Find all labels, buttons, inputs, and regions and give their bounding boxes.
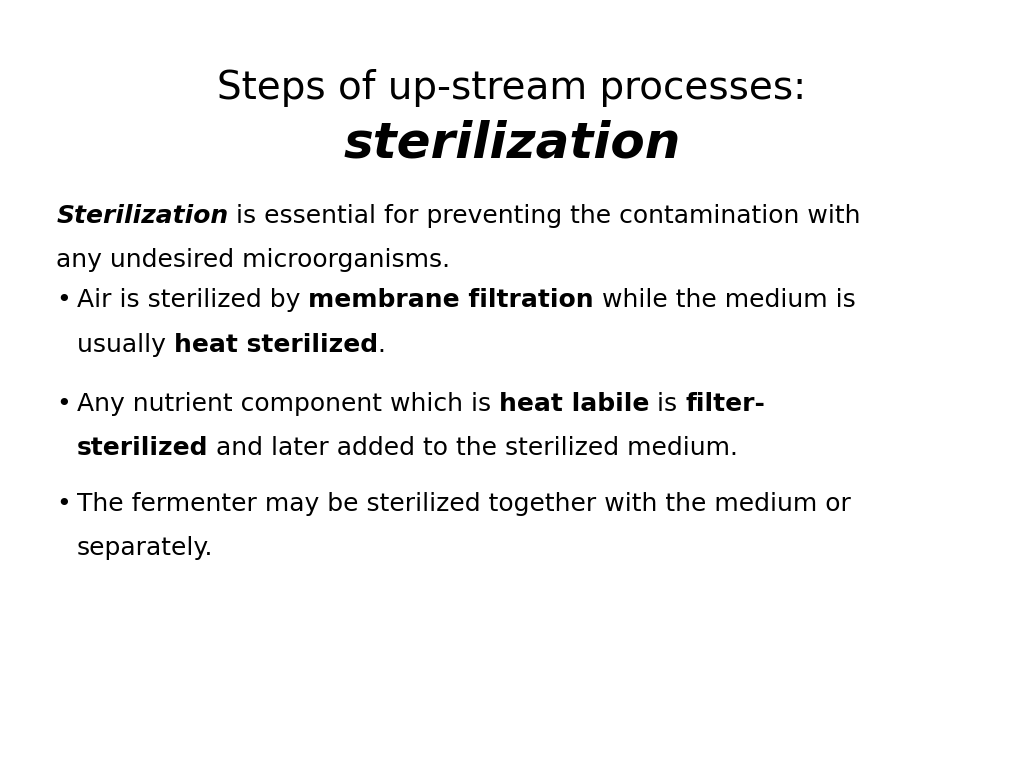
Text: Sterilization: Sterilization xyxy=(56,204,228,227)
Text: filter-: filter- xyxy=(685,392,765,415)
Text: membrane filtration: membrane filtration xyxy=(308,288,594,312)
Text: usually: usually xyxy=(77,333,174,356)
Text: separately.: separately. xyxy=(77,536,213,560)
Text: sterilized: sterilized xyxy=(77,436,208,460)
Text: Any nutrient component which is: Any nutrient component which is xyxy=(77,392,499,415)
Text: .: . xyxy=(378,333,386,356)
Text: The fermenter may be sterilized together with the medium or: The fermenter may be sterilized together… xyxy=(77,492,851,515)
Text: •: • xyxy=(56,492,71,515)
Text: •: • xyxy=(56,392,71,415)
Text: •: • xyxy=(56,288,71,312)
Text: heat labile: heat labile xyxy=(499,392,649,415)
Text: and later added to the sterilized medium.: and later added to the sterilized medium… xyxy=(208,436,738,460)
Text: is: is xyxy=(649,392,685,415)
Text: any undesired microorganisms.: any undesired microorganisms. xyxy=(56,248,451,272)
Text: is essential for preventing the contamination with: is essential for preventing the contamin… xyxy=(228,204,861,227)
Text: sterilization: sterilization xyxy=(343,119,681,167)
Text: while the medium is: while the medium is xyxy=(594,288,855,312)
Text: Steps of up-stream processes:: Steps of up-stream processes: xyxy=(217,69,807,107)
Text: Air is sterilized by: Air is sterilized by xyxy=(77,288,308,312)
Text: heat sterilized: heat sterilized xyxy=(174,333,378,356)
